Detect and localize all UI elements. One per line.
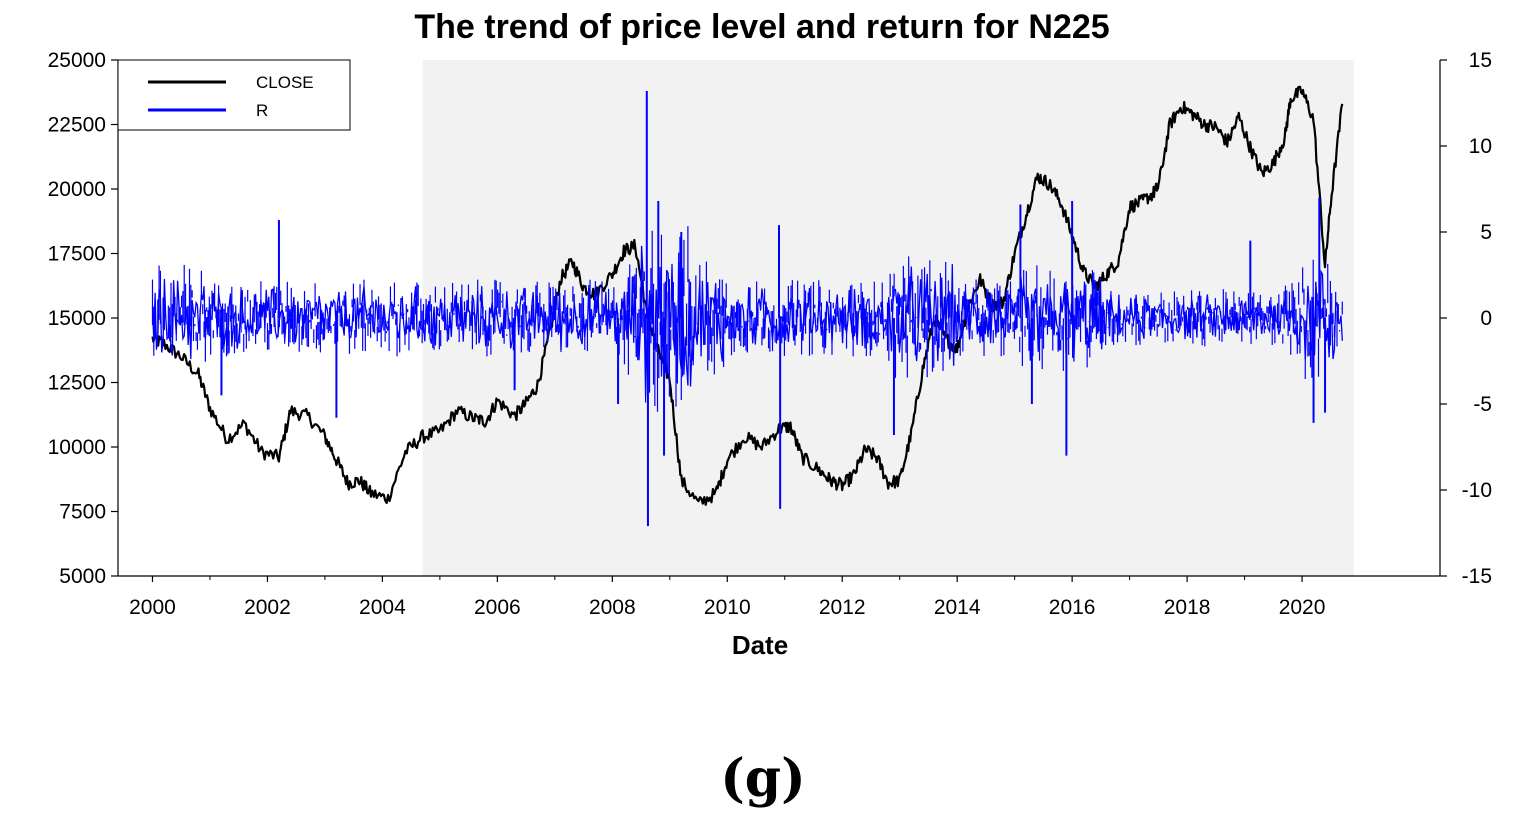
x-axis-ticks: 2000 2002 2004 2006 2008 2010 2012 2014 2016 2018…: [129, 576, 1325, 619]
x-tick-label-2018: 2018: [1164, 596, 1211, 619]
x-tick-label-2002: 2002: [244, 596, 291, 619]
legend: CLOSE R: [117, 59, 351, 131]
x-tick-label-2012: 2012: [819, 596, 866, 619]
x-tick-label-2000: 2000: [129, 596, 176, 619]
y-left-tick-label-10000: 10000: [48, 436, 106, 459]
close-line: [151, 85, 1344, 506]
chart-title: The trend of price level and return for …: [414, 8, 1109, 46]
y-left-tick-label-22500: 22500: [48, 114, 106, 137]
y-left-tick-label-20000: 20000: [48, 178, 106, 201]
y-right-tick-label-0: 0: [1480, 307, 1492, 330]
close-series: [151, 85, 1344, 506]
y-left-tick-label-25000: 25000: [48, 49, 106, 72]
y-left-tick-label-12500: 12500: [48, 372, 106, 395]
y-right-tick-label-15: 15: [1469, 49, 1492, 72]
legend-box: [117, 59, 351, 131]
y-right-tick-label--5: -5: [1473, 393, 1492, 416]
return-series: [151, 90, 1343, 527]
y-left-tick-label-15000: 15000: [48, 307, 106, 330]
x-tick-label-2014: 2014: [934, 596, 981, 619]
x-tick-label-2016: 2016: [1049, 596, 1096, 619]
x-tick-label-2020: 2020: [1279, 596, 1326, 619]
x-tick-label-2010: 2010: [704, 596, 751, 619]
y-right-tick-label--15: -15: [1462, 565, 1492, 588]
x-axis-label: Date: [732, 630, 788, 660]
y-left-tick-label-7500: 7500: [59, 501, 106, 524]
y-right-tick-label--10: -10: [1462, 479, 1492, 502]
y-axis-right-ticks: 15 10 5 0 -5 -10 -15: [1440, 49, 1492, 588]
y-right-tick-label-10: 10: [1469, 135, 1492, 158]
x-tick-label-2006: 2006: [474, 596, 521, 619]
legend-label-close: CLOSE: [256, 73, 314, 92]
y-left-tick-label-5000: 5000: [59, 565, 106, 588]
figure-caption: (g): [720, 748, 806, 809]
y-axis-left-ticks: 25000 22500 20000 17500 15000 12500 10000 7500 5…: [48, 49, 118, 588]
chart: The trend of price level and return for …: [48, 8, 1492, 660]
y-left-tick-label-17500: 17500: [48, 243, 106, 266]
x-tick-label-2004: 2004: [359, 596, 406, 619]
x-tick-label-2008: 2008: [589, 596, 636, 619]
legend-label-r: R: [256, 101, 268, 120]
y-right-tick-label-5: 5: [1480, 221, 1492, 244]
